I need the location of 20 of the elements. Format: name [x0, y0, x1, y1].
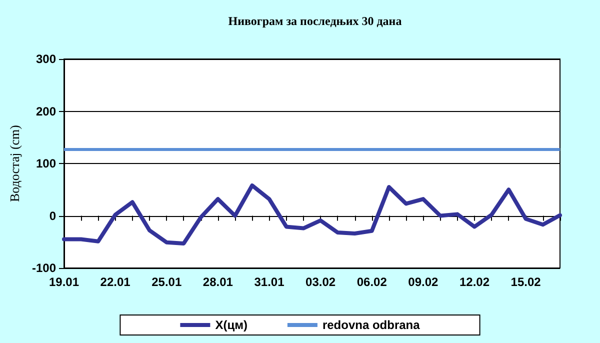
y-tick-label: 300 [36, 52, 56, 66]
x-tick-label: 28.01 [202, 275, 234, 289]
x-tick-label: 12.02 [459, 275, 490, 289]
y-tick-label: -100 [32, 261, 56, 275]
y-tick-label: 0 [49, 208, 56, 223]
x-tick-label: 03.02 [306, 275, 336, 289]
x-tick-label: 09.02 [408, 275, 439, 289]
x-tick-label: 06.02 [356, 275, 388, 289]
x-tick-label: 31.01 [254, 275, 285, 289]
y-axis-title: Водостај (cm) [7, 124, 22, 202]
legend-label: redovna odbrana [322, 318, 420, 332]
x-tick-label: 25.01 [152, 275, 182, 289]
chart-title: Нивограм за последњих 30 дана [228, 14, 402, 28]
x-tick-label: 22.01 [100, 275, 131, 289]
y-tick-label: 200 [36, 104, 56, 118]
legend-label: X(цм) [215, 318, 248, 332]
x-tick-label: 19.01 [48, 275, 80, 289]
x-tick-label: 15.02 [510, 275, 542, 289]
line-series [62, 183, 562, 246]
y-tick-label: 100 [36, 156, 56, 170]
